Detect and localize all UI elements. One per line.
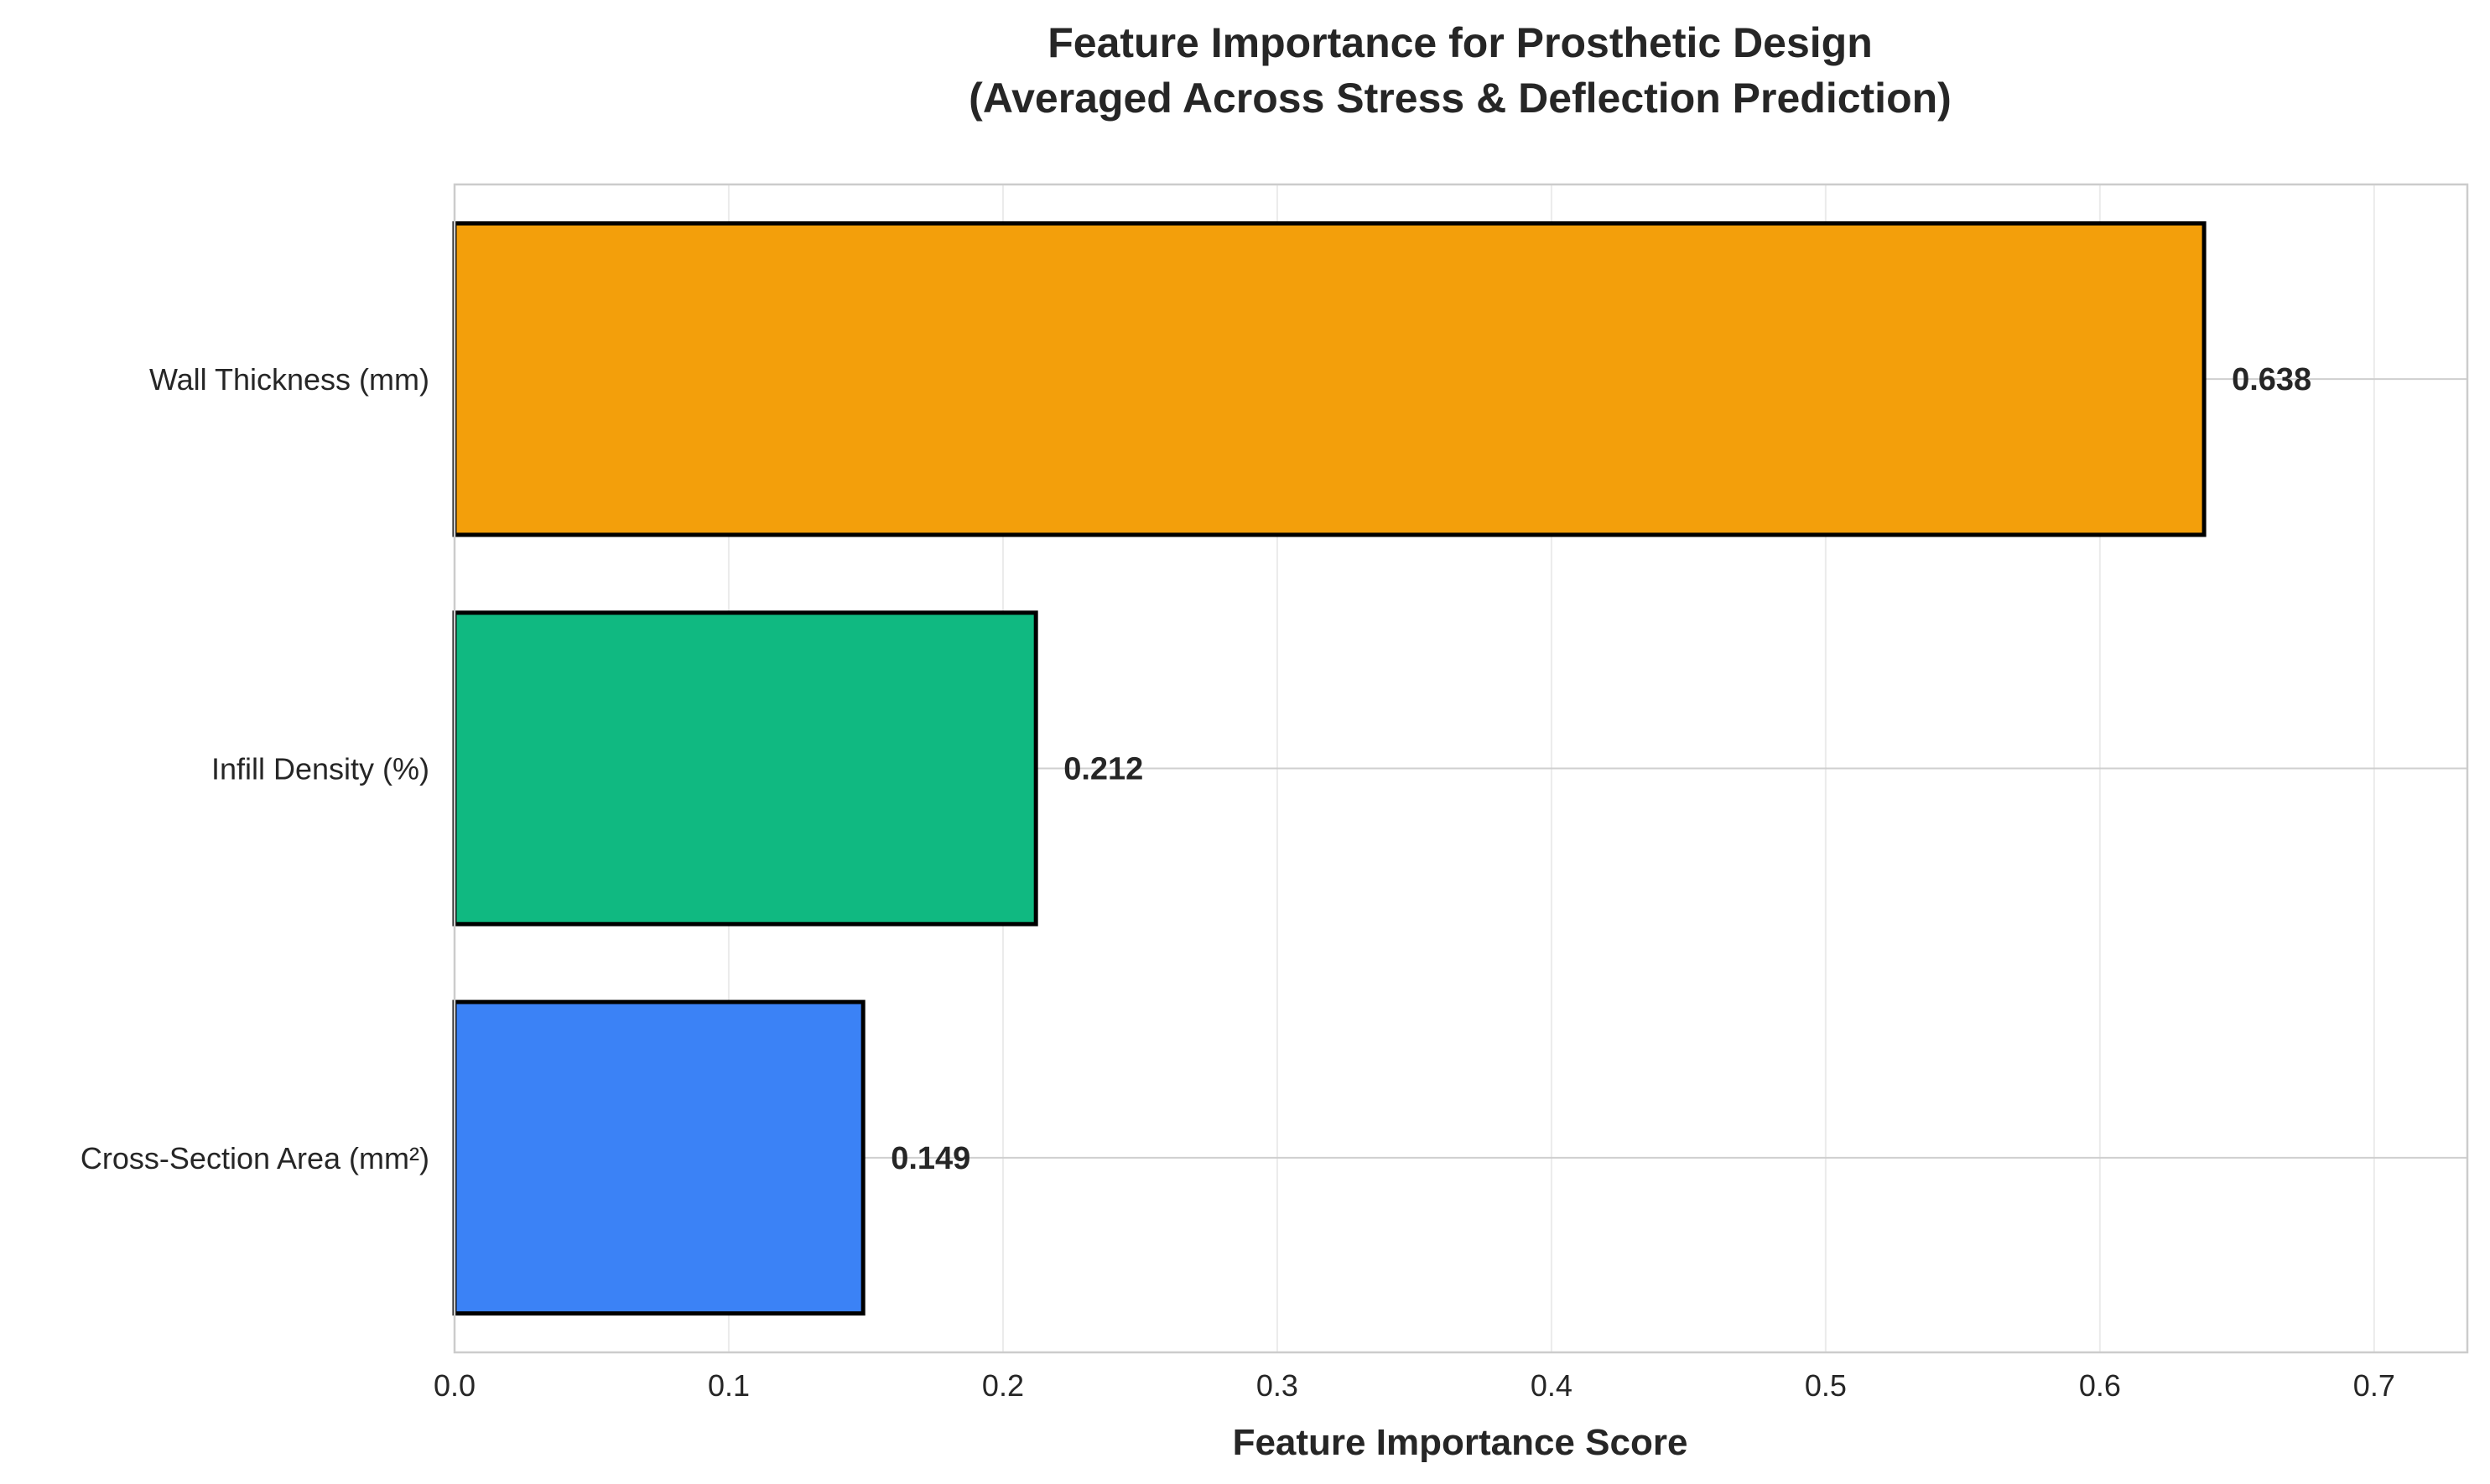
x-tick-label: 0.6 bbox=[2079, 1368, 2121, 1403]
x-tick-label: 0.2 bbox=[982, 1368, 1024, 1403]
x-tick-label: 0.7 bbox=[2353, 1368, 2395, 1403]
bar bbox=[452, 610, 1038, 926]
bar-value-label: 0.212 bbox=[1063, 752, 1143, 787]
y-tick-label: Infill Density (%) bbox=[211, 752, 429, 786]
y-tick-label: Wall Thickness (mm) bbox=[149, 362, 429, 397]
bar-value-label: 0.638 bbox=[2232, 362, 2311, 397]
x-axis-label: Feature Importance Score bbox=[1233, 1422, 1688, 1463]
y-tick-label: Cross-Section Area (mm²) bbox=[81, 1141, 429, 1175]
x-tick-label: 0.4 bbox=[1531, 1368, 1572, 1403]
chart-title-line-2: (Averaged Across Stress & Deflection Pre… bbox=[969, 75, 1952, 122]
bar bbox=[452, 221, 2207, 537]
bar bbox=[452, 999, 866, 1316]
x-axis-tick-labels: 0.0 0.1 0.2 0.3 0.4 0.5 0.6 0.7 bbox=[434, 1368, 2395, 1403]
value-labels: 0.638 0.212 0.149 bbox=[891, 362, 2311, 1176]
y-axis-tick-labels: Wall Thickness (mm) Infill Density (%) Cro… bbox=[81, 362, 429, 1175]
x-tick-label: 0.3 bbox=[1256, 1368, 1298, 1403]
chart-title-line-1: Feature Importance for Prosthetic Design bbox=[1047, 19, 1873, 66]
x-tick-label: 0.1 bbox=[708, 1368, 750, 1403]
plot-area-frame bbox=[453, 183, 2469, 1354]
x-tick-label: 0.5 bbox=[1805, 1368, 1847, 1403]
bar-value-label: 0.149 bbox=[891, 1141, 970, 1176]
x-tick-label: 0.0 bbox=[434, 1368, 476, 1403]
